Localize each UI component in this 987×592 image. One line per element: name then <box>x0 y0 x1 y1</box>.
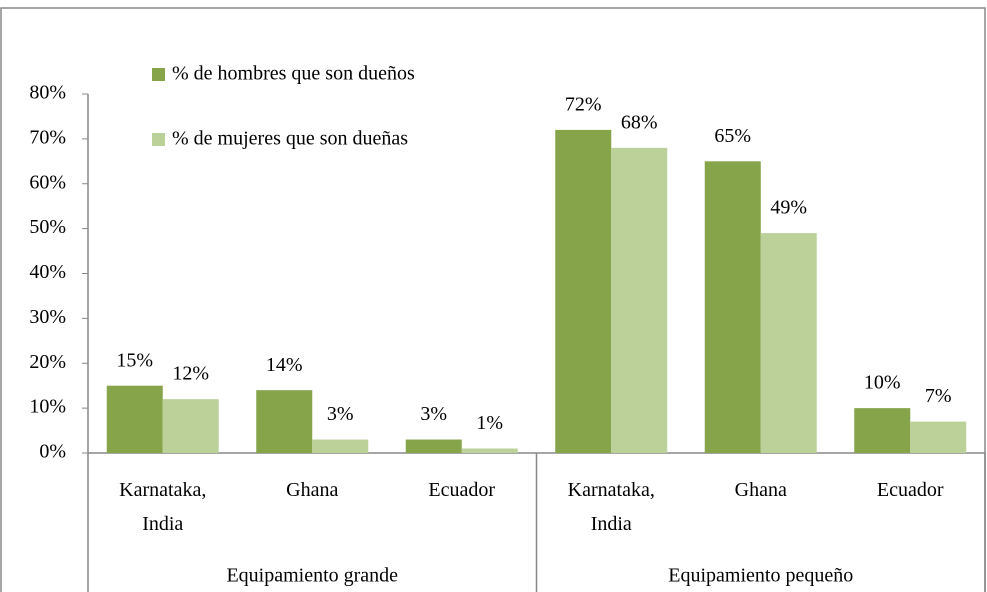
bar <box>106 385 163 453</box>
bar <box>461 448 518 453</box>
value-label: 72% <box>565 93 602 115</box>
bar <box>611 147 668 453</box>
x-tick-label-box: Karnataka, India <box>567 479 655 535</box>
x-tick-label-box: Karnataka, India <box>119 479 207 535</box>
value-label: 12% <box>172 363 209 385</box>
value-label: 15% <box>116 349 153 371</box>
x-tick-label: Ecuador <box>428 479 496 501</box>
value-label: 65% <box>714 125 751 147</box>
y-tick-label: 50% <box>29 216 66 238</box>
x-tick-label: Ecuador <box>876 479 944 501</box>
value-label: 3% <box>420 403 447 425</box>
x-tick-label-box: Ghana <box>734 479 787 501</box>
y-tick-label: 20% <box>29 351 66 373</box>
legend-swatch <box>152 133 165 146</box>
legend-label: % de mujeres que son dueñas <box>172 128 408 150</box>
bar <box>760 233 817 453</box>
y-tick-label: 40% <box>29 261 66 283</box>
bar <box>162 399 219 453</box>
chart-frame <box>0 7 986 592</box>
value-label: 3% <box>327 403 354 425</box>
y-tick-label: 80% <box>29 82 66 104</box>
value-label: 68% <box>621 111 658 133</box>
x-tick-label: Ghana <box>286 479 339 501</box>
bar <box>555 129 612 453</box>
y-tick-label: 30% <box>29 306 66 328</box>
value-label: 10% <box>864 372 901 394</box>
bar <box>910 421 967 453</box>
bar <box>405 439 462 453</box>
bar <box>704 161 761 453</box>
y-tick-label: 60% <box>29 171 66 193</box>
value-label: 14% <box>266 354 303 376</box>
bar <box>312 439 369 453</box>
y-tick-label: 70% <box>29 126 66 148</box>
legend-label: % de hombres que son dueños <box>172 63 415 85</box>
group-label: Equipamiento pequeño <box>668 565 853 587</box>
value-label: 7% <box>925 385 952 407</box>
x-tick-label-box: Ecuador <box>428 479 496 501</box>
x-tick-label-box: Ecuador <box>876 479 944 501</box>
y-tick-label: 0% <box>39 441 66 463</box>
x-tick-label: Ghana <box>734 479 787 501</box>
legend-swatch <box>152 68 165 81</box>
x-tick-label: Karnataka, India <box>119 479 207 535</box>
value-label: 49% <box>770 197 807 219</box>
bar <box>256 390 313 453</box>
value-label: 1% <box>476 412 503 434</box>
group-label: Equipamiento grande <box>226 565 398 587</box>
x-tick-label: Karnataka, India <box>567 479 655 535</box>
y-tick-label: 10% <box>29 396 66 418</box>
x-tick-label-box: Ghana <box>286 479 339 501</box>
bar <box>854 408 911 453</box>
